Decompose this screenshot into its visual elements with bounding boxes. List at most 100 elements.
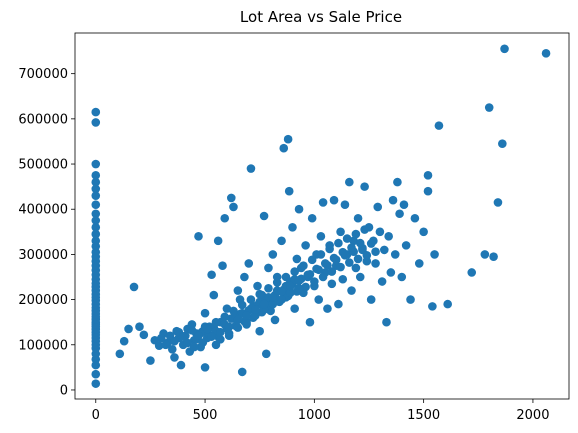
data-point: [216, 327, 225, 337]
data-point: [362, 256, 372, 266]
data-point: [246, 164, 256, 173]
data-point: [340, 200, 350, 209]
data-point: [240, 272, 249, 282]
data-point: [119, 336, 129, 346]
data-point: [213, 236, 223, 246]
data-point: [139, 330, 149, 340]
data-point: [91, 209, 101, 219]
y-tick-label: 0: [60, 383, 68, 398]
data-point: [489, 252, 498, 261]
data-point: [419, 227, 428, 237]
data-point: [115, 349, 125, 359]
data-point: [288, 223, 297, 232]
data-point: [211, 317, 221, 327]
data-point: [336, 262, 345, 272]
data-point: [390, 250, 400, 259]
plot-frame: [74, 32, 570, 400]
data-point: [345, 177, 354, 187]
data-point: [157, 333, 166, 343]
data-point: [255, 289, 264, 299]
data-point: [325, 244, 334, 254]
data-point: [237, 300, 247, 310]
data-point: [484, 103, 494, 112]
data-point: [443, 299, 452, 309]
data-point: [283, 134, 293, 144]
x-axis: 0 500 1000 1500 2000: [92, 399, 549, 423]
data-point: [371, 259, 380, 268]
data-point: [355, 272, 365, 282]
x-tick-label: 1000: [298, 408, 331, 423]
data-point: [277, 236, 286, 246]
data-point: [167, 345, 177, 354]
data-point: [242, 317, 251, 327]
data-point: [301, 241, 310, 250]
data-point: [277, 295, 286, 304]
data-point: [91, 159, 101, 169]
y-tick-label: 100000: [18, 338, 68, 353]
data-point: [493, 198, 503, 207]
data-point: [220, 312, 230, 322]
data-point: [91, 236, 101, 246]
data-point: [216, 335, 225, 344]
data-point: [310, 277, 319, 286]
data-point: [91, 118, 101, 127]
data-point: [207, 332, 216, 341]
y-tick-label: 600000: [18, 112, 68, 127]
data-point: [233, 323, 243, 332]
data-point: [290, 267, 299, 276]
data-point: [434, 121, 444, 130]
x-tick-label: 1500: [407, 408, 440, 423]
data-point: [362, 251, 372, 260]
data-point: [200, 308, 210, 318]
data-point: [253, 281, 262, 291]
data-point: [154, 341, 164, 350]
data-point: [124, 324, 133, 334]
data-point: [135, 322, 144, 332]
data-point: [286, 281, 295, 291]
data-point: [338, 274, 348, 284]
data-point: [375, 227, 385, 237]
data-point: [355, 238, 365, 248]
data-point: [224, 322, 234, 332]
data-point: [366, 239, 376, 248]
data-point: [209, 290, 219, 300]
data-point: [428, 302, 437, 311]
data-point: [299, 261, 308, 271]
data-point: [406, 295, 415, 304]
data-point: [176, 360, 186, 370]
data-point: [294, 284, 304, 293]
data-point: [329, 253, 339, 263]
data-point: [268, 299, 278, 309]
data-point: [316, 232, 326, 241]
data-point: [226, 193, 236, 203]
data-point: [251, 305, 260, 314]
data-point: [397, 272, 407, 282]
data-point: [91, 200, 101, 209]
data-point: [91, 191, 101, 200]
data-point: [410, 213, 420, 223]
data-point: [264, 263, 273, 273]
y-axis: 0 100000 200000 300000 400000 500000 600000 700…: [18, 67, 75, 398]
data-point: [294, 204, 304, 214]
data-point: [264, 284, 273, 293]
data-point: [270, 315, 280, 325]
data-point: [284, 186, 294, 196]
data-point: [384, 232, 393, 241]
data-point: [277, 287, 286, 296]
data-point: [305, 317, 315, 327]
data-point: [198, 338, 208, 347]
data-point: [261, 349, 271, 359]
data-point: [351, 229, 361, 239]
data-point: [279, 143, 289, 153]
data-point: [259, 211, 269, 221]
data-point: [281, 272, 291, 282]
data-point: [183, 338, 192, 348]
data-point: [242, 311, 251, 320]
data-point: [371, 247, 380, 256]
data-point: [233, 286, 243, 295]
data-point: [272, 278, 282, 287]
data-point: [334, 299, 343, 309]
data-point: [170, 336, 179, 346]
data-point: [251, 311, 260, 320]
